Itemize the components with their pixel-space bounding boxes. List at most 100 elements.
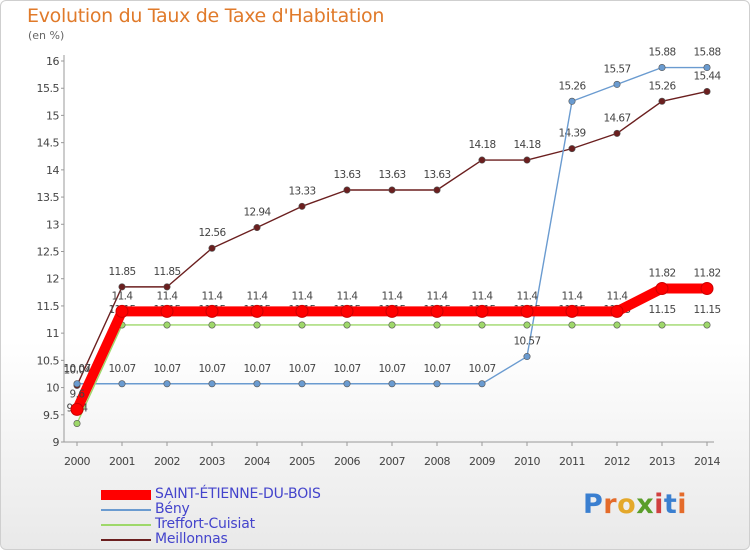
line-chart: 9 9.5 10 10.5 11 11.5 12 12.5 13 13.5 14 14.5 15 15.5… (37, 47, 723, 468)
data-point (658, 64, 666, 72)
data-point (523, 156, 531, 164)
data-label: 11.82 (693, 268, 720, 280)
data-point (205, 304, 219, 318)
data-point (568, 145, 576, 153)
data-point (73, 380, 81, 388)
data-label: 10.04 (63, 364, 91, 376)
data-label: 10.07 (378, 363, 405, 375)
data-point (568, 321, 576, 329)
data-point (613, 321, 621, 329)
x-tick-label: 2009 (469, 455, 495, 468)
data-point (478, 156, 486, 164)
legend-swatch (101, 539, 151, 541)
data-label: 14.67 (603, 112, 630, 124)
y-tick-label: 15 (46, 109, 59, 122)
data-point (118, 283, 126, 291)
data-point (613, 80, 621, 88)
x-tick-label: 2003 (199, 455, 225, 468)
data-point (703, 64, 711, 72)
data-label: 15.57 (603, 63, 630, 75)
data-label: 12.56 (198, 227, 226, 239)
logo-letter: r (603, 489, 618, 520)
y-tick-label: 14 (46, 164, 59, 177)
chart-title: Evolution du Taux de Taxe d'Habitation (27, 5, 385, 27)
data-point (388, 321, 396, 329)
proxiti-logo: Proxiti (583, 489, 687, 520)
x-tick-label: 2001 (109, 455, 135, 468)
data-point (700, 282, 714, 296)
data-label: 11.4 (607, 290, 629, 302)
y-tick-label: 11.5 (37, 300, 60, 313)
x-tick-label: 2005 (289, 455, 315, 468)
data-label: 10.07 (333, 363, 360, 375)
data-point (298, 380, 306, 388)
data-point (160, 304, 174, 318)
legend-label: SAINT-ÉTIENNE-DU-BOIS (155, 486, 321, 502)
x-tick-label: 2014 (694, 455, 720, 468)
logo-letter: P (583, 489, 604, 520)
data-point (478, 321, 486, 329)
x-tick-label: 2006 (334, 455, 360, 468)
data-label: 10.07 (153, 363, 180, 375)
data-label: 11.4 (562, 290, 584, 302)
data-point (295, 304, 309, 318)
data-point (658, 97, 666, 105)
y-tick-label: 11 (46, 327, 59, 340)
data-label: 13.63 (423, 169, 450, 181)
data-label: 10.07 (108, 363, 135, 375)
data-label: 15.26 (648, 80, 676, 92)
x-tick-label: 2002 (154, 455, 180, 468)
data-point (433, 186, 441, 194)
data-point (298, 321, 306, 329)
data-label: 11.15 (693, 304, 720, 316)
x-tick-label: 2010 (514, 455, 540, 468)
data-label: 11.15 (648, 304, 675, 316)
data-point (253, 224, 261, 232)
data-point (343, 321, 351, 329)
data-point (208, 321, 216, 329)
data-point (703, 87, 711, 95)
data-label: 11.4 (517, 290, 539, 302)
legend-swatch (101, 524, 151, 526)
data-point (658, 321, 666, 329)
data-label: 13.63 (333, 169, 360, 181)
legend-label: Treffort-Cuisiat (155, 516, 255, 532)
data-label: 15.26 (558, 80, 586, 92)
y-tick-label: 12.5 (37, 246, 60, 259)
logo-letter: t (663, 489, 678, 520)
data-point (703, 321, 711, 329)
data-point (343, 380, 351, 388)
data-label: 10.07 (198, 363, 225, 375)
data-label: 9.6 (70, 388, 86, 400)
data-label: 12.94 (243, 207, 271, 219)
data-label: 10.07 (423, 363, 450, 375)
legend-label: Meillonnas (155, 531, 228, 547)
data-point (343, 186, 351, 194)
data-label: 11.4 (472, 290, 494, 302)
data-point (115, 304, 129, 318)
data-point (385, 304, 399, 318)
y-tick-label: 16 (46, 55, 59, 68)
data-label: 14.18 (468, 139, 495, 151)
data-label: 11.4 (382, 290, 404, 302)
data-point (655, 282, 669, 296)
data-point (565, 304, 579, 318)
x-tick-label: 2007 (379, 455, 405, 468)
y-tick-label: 9 (53, 436, 60, 449)
data-point (523, 321, 531, 329)
data-point (250, 304, 264, 318)
legend-swatch (101, 490, 151, 500)
data-label: 11.85 (108, 266, 135, 278)
data-point (163, 380, 171, 388)
data-point (568, 97, 576, 105)
logo-letter: i (677, 489, 688, 520)
y-tick-label: 14.5 (37, 137, 60, 150)
data-point (340, 304, 354, 318)
data-point (388, 186, 396, 194)
x-tick-label: 2008 (424, 455, 450, 468)
data-point (253, 380, 261, 388)
y-tick-label: 10.5 (37, 354, 60, 367)
data-point (478, 380, 486, 388)
data-point (208, 244, 216, 252)
data-point (298, 202, 306, 210)
